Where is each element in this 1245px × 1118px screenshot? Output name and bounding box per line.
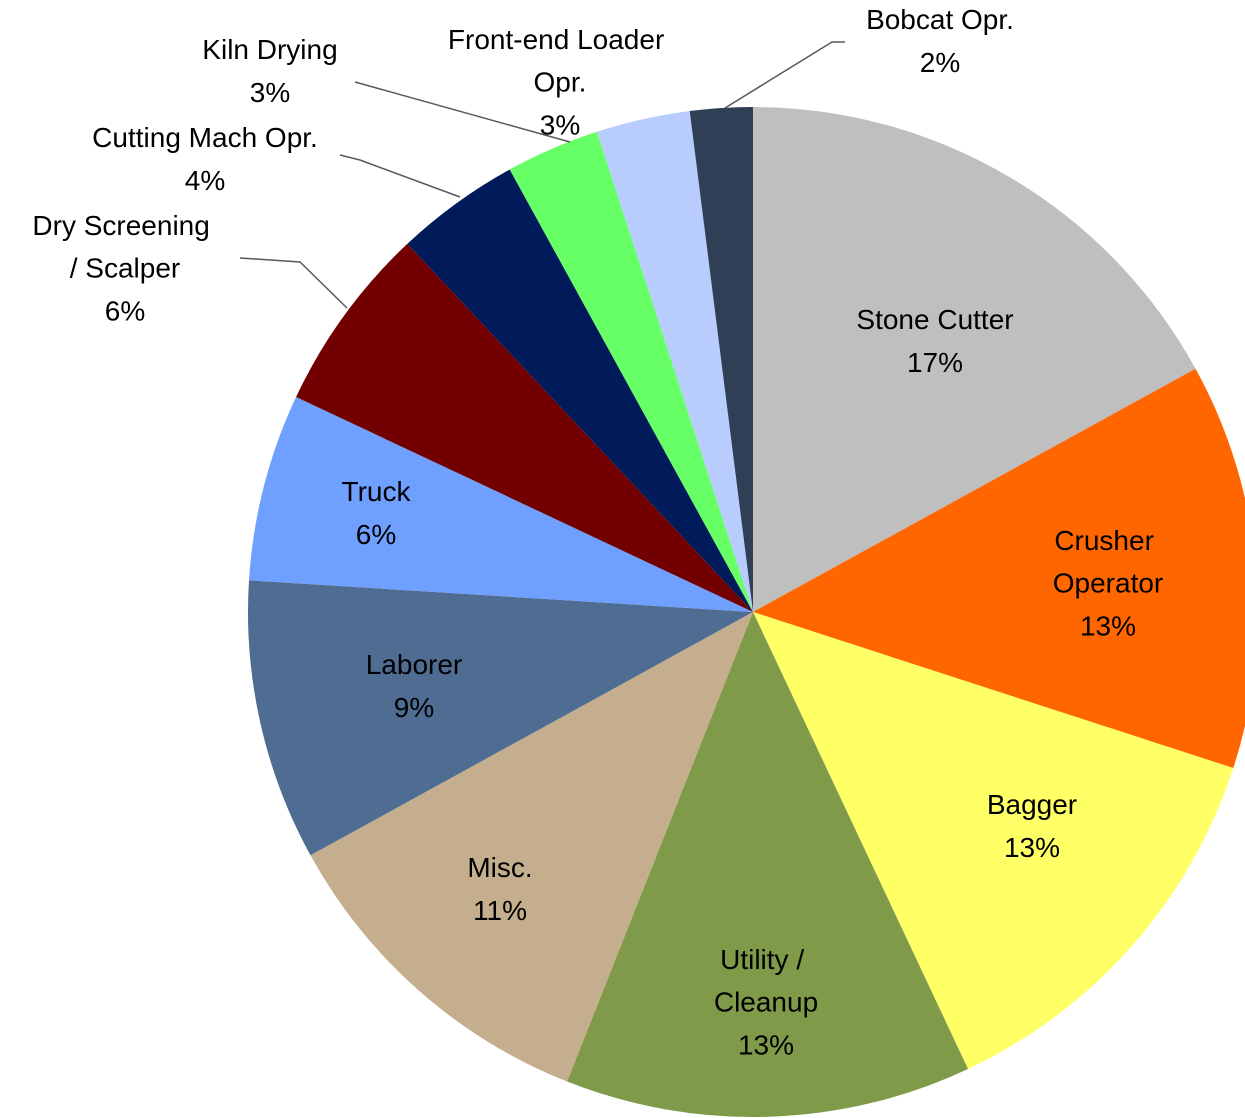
leader-line [354,81,571,143]
slice-label: Bobcat Opr. [866,4,1014,35]
pie-slice [509,131,753,612]
value-label: 3% [250,77,290,108]
value-label: 2% [920,47,960,78]
value-label: 13% [1004,832,1060,863]
pie-slice [310,612,753,1082]
leader-line [239,257,348,309]
slice-label: Dry Screening / Scalper [32,210,217,284]
slice-label: Truck [342,476,412,507]
slice-label: Cutting Mach Opr. [92,122,318,153]
value-label: 11% [473,895,527,926]
slice-label: Front-end Loader Opr. [448,24,672,98]
leader-line [724,41,845,109]
pie-slice [567,612,969,1117]
pie-slice [248,396,753,612]
pie-slice [296,243,753,612]
value-label: 3% [540,109,580,140]
slice-label: Laborer [366,649,463,680]
pie-slice [596,110,753,612]
slice-label: Utility / Cleanup [714,944,818,1018]
leader-line [339,154,461,198]
pie-slice [689,107,753,612]
value-label: 13% [738,1029,794,1060]
slice-label: Stone Cutter [856,304,1013,335]
value-label: 6% [356,519,396,550]
value-label: 4% [185,165,225,196]
value-label: 6% [105,295,145,326]
pie-slice [753,368,1245,769]
pie-slice [753,107,1196,612]
pie-slice [248,580,754,856]
value-label: 9% [394,692,434,723]
slice-label: Crusher Operator [1053,525,1164,599]
value-label: 17% [907,347,963,378]
slice-label: Bagger [987,789,1077,820]
value-label: 13% [1080,610,1136,641]
pie-slice [753,612,1234,1069]
slice-label: Kiln Drying [202,34,337,65]
pie-slice [407,169,753,612]
slice-label: Misc. [467,852,532,883]
